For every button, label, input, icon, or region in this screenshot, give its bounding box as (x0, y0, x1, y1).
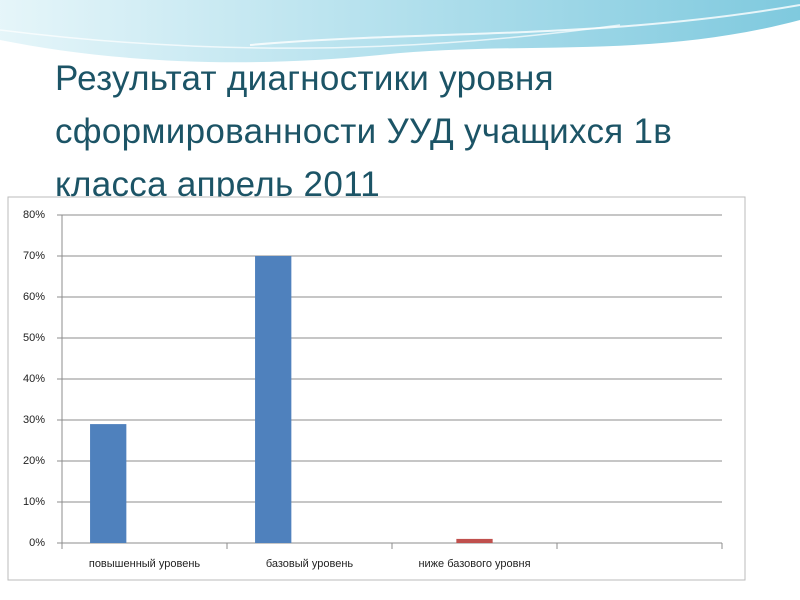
y-tick-label: 30% (23, 414, 45, 426)
y-tick-label: 0% (29, 537, 45, 549)
x-tick-label: ниже базового уровня (418, 558, 530, 570)
wave-line (249, 4, 800, 46)
bar (90, 424, 127, 543)
chart-frame (7, 196, 746, 581)
y-tick-label: 60% (23, 291, 45, 303)
y-tick-label: 10% (23, 496, 45, 508)
bar (255, 256, 292, 543)
x-tick-label: повышенный уровень (89, 558, 201, 570)
y-tick-label: 80% (23, 209, 45, 221)
x-tick-label: базовый уровень (266, 558, 354, 570)
y-tick-label: 70% (23, 250, 45, 262)
y-tick-label: 20% (23, 455, 45, 467)
bar (456, 538, 493, 543)
y-tick-label: 40% (23, 373, 45, 385)
y-tick-label: 50% (23, 332, 45, 344)
wave-line (0, 24, 621, 49)
